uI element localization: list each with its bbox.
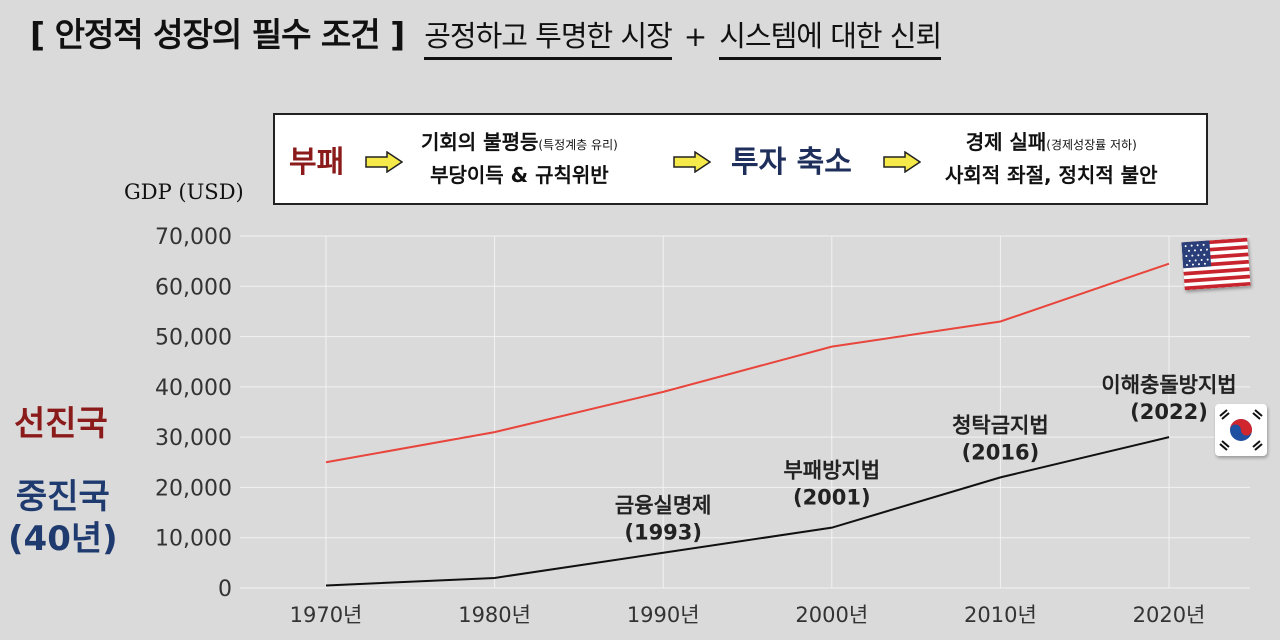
yellow-arrow-icon xyxy=(883,151,921,173)
law-annotation-year: (2016) xyxy=(962,440,1040,464)
y-tick-label: 50,000 xyxy=(155,326,232,351)
series-line-developing xyxy=(325,436,1170,587)
flow-inequality-main: 기회의 불평등 xyxy=(421,130,539,154)
law-annotation-name: 이해충돌방지법 xyxy=(1101,373,1236,397)
label-developing-line2: (40년) xyxy=(8,519,118,559)
y-tick-label: 40,000 xyxy=(155,376,232,401)
flow-step-corruption: 부패 xyxy=(289,145,345,180)
law-annotation-year: (2001) xyxy=(793,486,871,510)
subtitle-system-trust: 시스템에 대한 신뢰 xyxy=(719,13,942,60)
subtitle-fair-market: 공정하고 투명한 시장 xyxy=(424,13,673,60)
yellow-arrow-icon xyxy=(365,151,403,173)
y-axis-label: GDP (USD) xyxy=(124,180,244,204)
x-tick-label: 2020년 xyxy=(1133,603,1206,627)
flow-inequality-note: (특정계층 유리) xyxy=(538,138,618,152)
y-tick-label: 70,000 xyxy=(155,225,232,250)
law-annotation-name: 부패방지법 xyxy=(783,459,880,483)
kr-flag-icon xyxy=(1215,404,1267,456)
flow-failure-note: (경제성장률 저하) xyxy=(1046,138,1137,152)
x-tick-label: 1970년 xyxy=(290,603,363,627)
us-flag-icon xyxy=(1181,237,1251,291)
label-developing: 중진국 (40년) xyxy=(8,476,118,560)
yellow-arrow-icon xyxy=(673,151,711,173)
subtitle-plus: + xyxy=(683,20,708,53)
x-tick-label: 1990년 xyxy=(627,603,700,627)
law-annotation-year: (2022) xyxy=(1130,400,1208,424)
series-line-developed xyxy=(325,262,1170,464)
x-tick-label: 2000년 xyxy=(795,603,868,627)
y-tick-label: 10,000 xyxy=(155,527,232,552)
flow-unfair-gains: 부당이득 & 규칙위반 xyxy=(430,163,609,187)
y-tick-label: 0 xyxy=(218,577,232,602)
title-row: [ 안정적 성장의 필수 조건 ] 공정하고 투명한 시장 + 시스템에 대한 … xyxy=(30,8,942,68)
law-annotation-name: 금융실명제 xyxy=(615,494,712,518)
y-tick-label: 60,000 xyxy=(155,275,232,300)
flow-social-frustration: 사회적 좌절, 정치적 불안 xyxy=(945,163,1158,187)
law-annotation-year: (1993) xyxy=(624,521,702,545)
law-annotation-name: 청탁금지법 xyxy=(952,413,1049,437)
x-tick-label: 2010년 xyxy=(964,603,1037,627)
flow-step-economic-failure: 경제 실패(경제성장률 저하) 사회적 좌절, 정치적 불안 xyxy=(945,127,1158,190)
label-developed: 선진국 xyxy=(14,404,108,444)
x-tick-label: 1980년 xyxy=(458,603,531,627)
label-developing-line1: 중진국 xyxy=(15,477,110,517)
flow-step-investment-cut: 투자 축소 xyxy=(731,145,852,180)
flow-step-inequality: 기회의 불평등(특정계층 유리) 부당이득 & 규칙위반 xyxy=(421,127,618,190)
flow-failure-main: 경제 실패 xyxy=(965,130,1047,154)
y-tick-label: 20,000 xyxy=(155,476,232,501)
y-tick-label: 30,000 xyxy=(155,426,232,451)
page-title: [ 안정적 성장의 필수 조건 ] xyxy=(30,15,405,54)
corruption-flow-box: 부패 기회의 불평등(특정계층 유리) 부당이득 & 규칙위반 투자 축소 경제… xyxy=(273,113,1208,205)
